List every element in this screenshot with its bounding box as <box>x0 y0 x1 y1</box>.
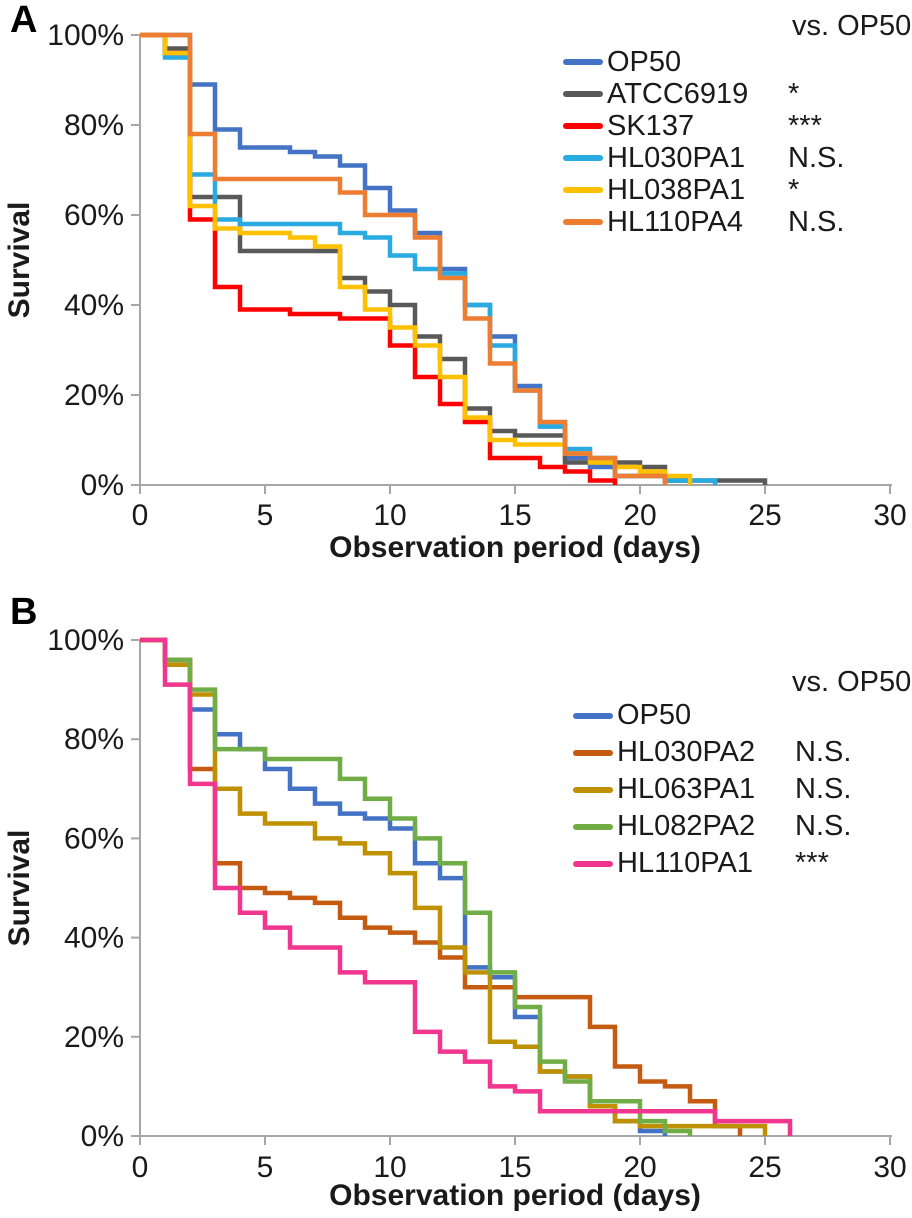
panel-a-y-axis-title: Survival <box>3 201 36 319</box>
x-tick-label: 15 <box>498 499 531 532</box>
series-label: HL030PA1 <box>607 141 746 174</box>
legend-item: HL038PA1 * <box>563 174 844 206</box>
panel-a-legend: OP50 ATCC6919 * SK137 *** HL030PA1 N.S. … <box>563 46 844 238</box>
x-tick-label: 0 <box>132 1151 149 1184</box>
series-color-swatch <box>563 155 603 161</box>
legend-item: HL110PA1 *** <box>573 845 851 882</box>
y-tick-label: 0% <box>81 1120 124 1153</box>
panel-b-letter: B <box>10 591 38 633</box>
legend-item: HL063PA1 N.S. <box>573 771 851 808</box>
x-tick-label: 25 <box>748 1151 781 1184</box>
series-label: HL082PA2 <box>617 810 756 842</box>
significance-value: N.S. <box>795 810 852 842</box>
series-label: OP50 <box>617 699 692 731</box>
y-tick-label: 20% <box>64 1021 124 1054</box>
series-color-swatch <box>573 823 613 830</box>
legend-item: OP50 <box>573 697 851 734</box>
series-line-SK137 <box>140 32 618 485</box>
y-tick-label: 0% <box>81 469 124 502</box>
x-tick-label: 5 <box>257 499 274 532</box>
y-tick-label: 20% <box>64 379 124 412</box>
panel-a-letter: A <box>10 0 38 41</box>
x-tick-label: 25 <box>748 499 781 532</box>
x-tick-label: 10 <box>373 1151 406 1184</box>
series-label: HL110PA4 <box>607 205 743 238</box>
legend-item: HL110PA4 N.S. <box>563 206 844 238</box>
legend-item: OP50 <box>563 46 844 78</box>
series-label: HL030PA2 <box>617 736 756 768</box>
y-tick-label: 60% <box>64 199 124 232</box>
x-tick-label: 5 <box>257 1151 274 1184</box>
series-line-HL110PA4 <box>140 32 668 485</box>
y-tick-label: 60% <box>64 822 124 855</box>
significance-value: * <box>788 77 800 110</box>
panel-b-y-axis-title: Survival <box>3 829 36 947</box>
y-tick-label: 100% <box>47 624 124 657</box>
significance-value: *** <box>795 847 829 879</box>
series-color-swatch <box>573 712 613 719</box>
x-tick-label: 10 <box>373 499 406 532</box>
panel-a-x-axis-title: Observation period (days) <box>329 531 701 564</box>
series-line-ATCC6919 <box>140 32 768 485</box>
panel-b-legend: OP50 HL030PA2 N.S. HL063PA1 N.S. HL082PA… <box>573 697 851 882</box>
series-label: ATCC6919 <box>607 77 749 110</box>
significance-value: *** <box>788 109 822 142</box>
series-color-swatch <box>573 786 613 793</box>
y-tick-label: 40% <box>64 289 124 322</box>
significance-value: N.S. <box>788 141 845 174</box>
x-tick-label: 30 <box>873 1151 906 1184</box>
legend-item: HL030PA1 N.S. <box>563 142 844 174</box>
series-color-swatch <box>573 749 613 756</box>
legend-item: ATCC6919 * <box>563 78 844 110</box>
significance-value: N.S. <box>795 736 852 768</box>
y-tick-label: 80% <box>64 109 124 142</box>
series-label: SK137 <box>607 109 695 142</box>
significance-value: * <box>788 173 800 206</box>
series-line-HL082PA2 <box>140 637 693 1136</box>
x-tick-label: 20 <box>623 1151 656 1184</box>
series-label: OP50 <box>607 45 682 78</box>
series-color-swatch <box>563 123 603 129</box>
series-color-swatch <box>563 59 603 65</box>
series-line-HL110PA1 <box>140 637 793 1136</box>
y-tick-label: 40% <box>64 922 124 955</box>
x-tick-label: 30 <box>873 499 906 532</box>
series-color-swatch <box>563 219 603 225</box>
series-line-HL030PA2 <box>140 637 743 1136</box>
legend-item: SK137 *** <box>563 110 844 142</box>
series-color-swatch <box>563 187 603 193</box>
x-tick-label: 15 <box>498 1151 531 1184</box>
series-color-swatch <box>573 860 613 867</box>
panel-a-legend-header: vs. OP50 <box>792 10 912 42</box>
legend-item: HL082PA2 N.S. <box>573 808 851 845</box>
series-label: HL110PA1 <box>617 847 753 879</box>
x-tick-label: 20 <box>623 499 656 532</box>
significance-value: N.S. <box>795 773 852 805</box>
series-color-swatch <box>563 91 603 97</box>
series-label: HL063PA1 <box>617 773 756 805</box>
y-tick-label: 100% <box>47 19 124 52</box>
legend-item: HL030PA2 N.S. <box>573 734 851 771</box>
x-tick-label: 0 <box>132 499 149 532</box>
significance-value: N.S. <box>788 205 845 238</box>
y-tick-label: 80% <box>64 723 124 756</box>
panel-b-x-axis-title: Observation period (days) <box>329 1179 701 1212</box>
series-label: HL038PA1 <box>607 173 746 206</box>
panel-b-legend-header: vs. OP50 <box>792 666 912 698</box>
